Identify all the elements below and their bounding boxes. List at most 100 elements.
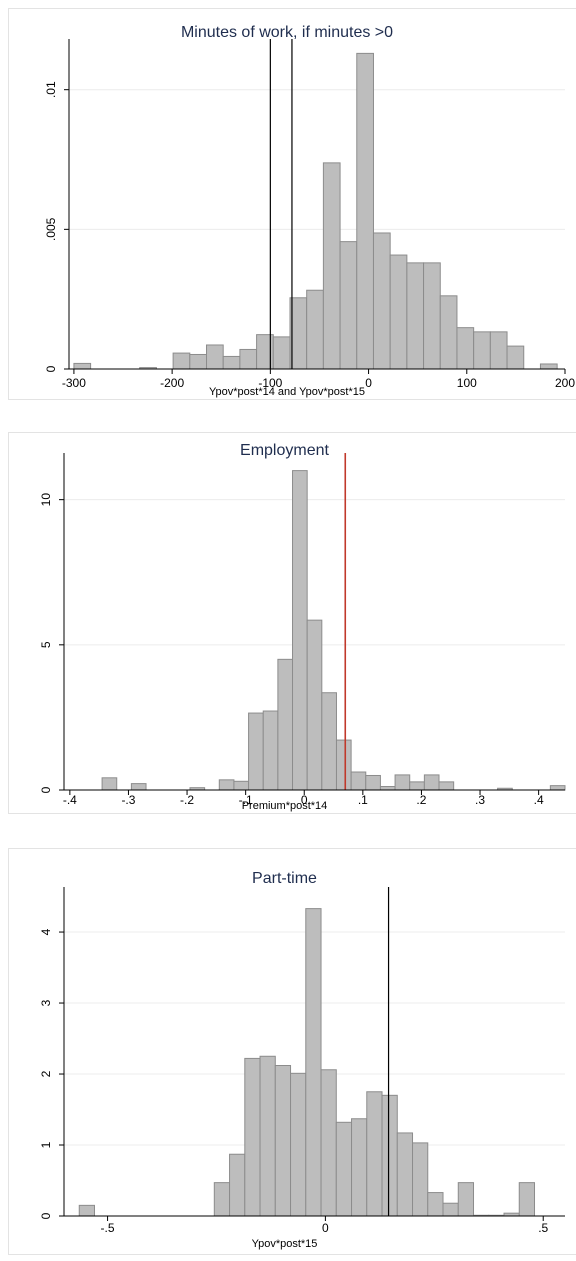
x-tick-label: 0 <box>365 376 372 390</box>
x-axis-label: Ypov*post*14 and Ypov*post*15 <box>209 386 365 398</box>
histogram-bar <box>218 779 235 791</box>
histogram-bar <box>351 1118 368 1217</box>
x-tick-label: 100 <box>457 376 477 390</box>
histogram-bar <box>78 1204 95 1217</box>
y-tick-label: 0 <box>44 365 58 372</box>
histogram-bar <box>244 1057 261 1217</box>
y-tick-label: 5 <box>39 641 53 648</box>
x-tick-label: -.2 <box>180 793 194 807</box>
histogram-bar <box>365 774 381 791</box>
histogram-bar <box>457 1182 475 1217</box>
histogram-bar <box>381 1094 398 1217</box>
histogram-bar <box>222 355 241 370</box>
histogram-bar <box>379 786 396 791</box>
histogram-bar <box>389 254 408 370</box>
x-tick-label: -.3 <box>121 793 135 807</box>
histogram-bar <box>356 52 374 370</box>
chart-title: Minutes of work, if minutes >0 <box>181 24 393 41</box>
histogram-part-time: 0 1 2 3 4 -.5 0 .5 Part-time Ypov*post*15 <box>39 870 565 1250</box>
histogram-bar <box>456 327 475 370</box>
x-axis-label: Ypov*post*15 <box>252 1238 318 1250</box>
histogram-bar <box>274 1065 292 1217</box>
y-tick-label: .005 <box>44 217 58 241</box>
y-tick-label: 3 <box>39 999 53 1006</box>
x-tick-label: 0 <box>301 793 308 807</box>
histogram-bar <box>412 1142 429 1217</box>
histogram-bar <box>322 162 341 370</box>
y-tick-label: .01 <box>44 81 58 98</box>
histogram-bar <box>189 353 208 370</box>
histogram-employment: 0 5 10 -.4 -.3 -.2 -.1 0 .1 .2 .3 .4 Employment Premi… <box>39 442 566 812</box>
histogram-bar <box>549 785 566 791</box>
x-tick-label: -.4 <box>63 793 77 807</box>
histogram-bar <box>101 777 118 791</box>
chart-panel-part-time: 0 1 2 3 4 -.5 0 .5 Part-time Ypov*post*15 <box>8 848 576 1255</box>
histogram-bar <box>427 1192 444 1217</box>
histogram-bar <box>206 344 224 370</box>
histogram-bar <box>272 336 291 370</box>
histogram-bar <box>306 289 324 370</box>
y-tick-label: 0 <box>39 1212 53 1219</box>
histogram-bar <box>518 1182 536 1217</box>
x-tick-label: -.1 <box>239 793 253 807</box>
histogram-bar <box>409 781 425 791</box>
histogram-bar <box>259 1055 276 1217</box>
histogram-bar <box>292 470 308 791</box>
chart-panel-employment: 0 5 10 -.4 -.3 -.2 -.1 0 .1 .2 .3 .4 Employment Premi… <box>8 432 576 814</box>
x-tick-label: .2 <box>416 793 426 807</box>
histogram-bar <box>350 771 367 791</box>
x-tick-label: -.5 <box>101 1221 115 1235</box>
histogram-bar <box>506 345 525 370</box>
histogram-bar <box>439 295 458 370</box>
histogram-bar <box>213 1182 231 1217</box>
x-tick-label: -300 <box>62 376 86 390</box>
histogram-bar <box>277 658 294 791</box>
y-tick-label: 0 <box>39 786 53 793</box>
histogram-bar <box>321 692 337 791</box>
chart-panel-minutes-of-work: 0 .005 .01 -300 -200 -100 0 100 200 Minutes of wo… <box>8 8 576 400</box>
x-tick-label: -100 <box>258 376 282 390</box>
x-tick-label: .4 <box>534 793 544 807</box>
histogram-bar <box>473 331 491 370</box>
histogram-bar <box>290 1072 307 1217</box>
chart-title: Employment <box>240 442 329 459</box>
y-tick-label: 2 <box>39 1070 53 1077</box>
x-tick-label: .1 <box>358 793 368 807</box>
histogram-bar <box>423 262 441 370</box>
histogram-bar <box>130 783 147 791</box>
x-tick-label: .5 <box>538 1221 548 1235</box>
histogram-bar <box>233 780 250 791</box>
histogram-bar <box>442 1202 459 1217</box>
x-axis-label: Premium*post*14 <box>242 800 328 812</box>
histogram-bar <box>320 1069 337 1217</box>
histogram-bar <box>372 232 391 370</box>
histogram-bar <box>248 712 264 791</box>
x-tick-label: 200 <box>555 376 575 390</box>
histogram-minutes-of-work: 0 .005 .01 -300 -200 -100 0 100 200 Minutes of wo… <box>44 24 575 398</box>
histogram-bar <box>239 348 258 370</box>
histogram-bar <box>406 262 425 370</box>
y-tick-label: 10 <box>39 493 53 507</box>
histogram-bar <box>73 362 92 370</box>
y-tick-label: 4 <box>39 928 53 935</box>
x-tick-label: -200 <box>160 376 184 390</box>
histogram-bar <box>262 710 279 791</box>
x-tick-label: 0 <box>322 1221 329 1235</box>
histogram-bar <box>539 363 558 370</box>
histogram-bar <box>438 781 455 791</box>
x-tick-label: .3 <box>475 793 485 807</box>
chart-title: Part-time <box>252 870 317 887</box>
histogram-bar <box>305 908 322 1217</box>
histogram-bar <box>172 352 191 370</box>
histogram-bar <box>335 739 352 791</box>
histogram-bar <box>339 241 358 370</box>
histogram-bar <box>394 774 411 791</box>
histogram-bar <box>489 331 508 370</box>
histogram-bar <box>229 1153 246 1217</box>
histogram-bar <box>335 1121 353 1217</box>
y-tick-label: 1 <box>39 1141 53 1148</box>
histogram-bar <box>396 1132 414 1217</box>
histogram-bar <box>423 774 440 791</box>
histogram-bar <box>366 1091 383 1217</box>
histogram-bar <box>306 619 323 791</box>
